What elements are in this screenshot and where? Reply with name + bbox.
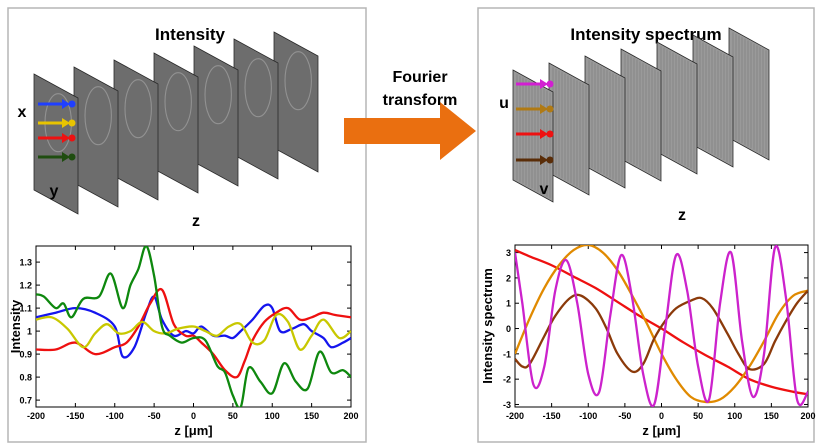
intensity-slice-feature (204, 65, 232, 125)
y-axis-label: Intensity spectrum (480, 268, 495, 384)
spectrum-arrow-dot (546, 156, 554, 164)
axis-u-label: u (499, 95, 509, 112)
x-tick-label: -100 (579, 411, 597, 421)
intensity-arrow-dot (68, 153, 76, 161)
y-tick-label: 1.3 (19, 258, 32, 268)
x-tick-label: 50 (228, 411, 238, 421)
x-tick-label: 0 (659, 411, 664, 421)
y-tick-label: 1 (506, 299, 511, 309)
y-tick-label: 0.8 (19, 373, 32, 383)
x-tick-label: -50 (618, 411, 631, 421)
intensity-slice-feature (244, 58, 272, 118)
intensity-chart: -200 -150 -100 -50 0 50 100 150 200 0.7 0.8 0.9 1 1.1… (8, 245, 359, 438)
intensity-slice-feature (284, 51, 312, 111)
spectrum-chart: -200 -150 -100 -50 0 50 100 150 200 -3 -2 -1 0 1 2 3 z [… (480, 244, 816, 438)
spectrum-sample-arrows (516, 79, 554, 165)
x-tick-label: -150 (66, 411, 84, 421)
intensity-arrow-dot (68, 134, 76, 142)
intensity-arrow-head (62, 118, 70, 128)
x-tick-label: 0 (191, 411, 196, 421)
intensity-sample-arrows (38, 99, 76, 162)
intensity-slice (33, 73, 79, 215)
intensity-arrow-head (62, 133, 70, 143)
x-tick-label: 50 (693, 411, 703, 421)
spectrum-arrow-dot (546, 105, 554, 113)
intensity-slice (193, 45, 239, 187)
axis-v-label: v (540, 181, 549, 198)
spectrum-arrow-head (540, 155, 548, 165)
intensity-slice (113, 59, 159, 201)
intensity-slice-stack (33, 31, 319, 215)
x-tick-label: -50 (148, 411, 161, 421)
x-tick-label: 100 (265, 411, 280, 421)
spectrum-arrow-dot (546, 130, 554, 138)
series-line-4 (515, 245, 808, 407)
fourier-label-line2: transform (383, 92, 458, 109)
y-tick-label: 3 (506, 248, 511, 258)
intensity-slice-feature (84, 86, 112, 146)
axis-z-label-left: z (192, 213, 200, 230)
x-axis-label: z [μm] (174, 423, 212, 438)
intensity-arrow-dot (68, 119, 76, 127)
left-panel-title: Intensity (155, 25, 225, 44)
y-tick-label: -2 (503, 375, 511, 385)
y-tick-label: -3 (503, 400, 511, 410)
y-tick-label: 0.9 (19, 350, 32, 360)
x-tick-label: 150 (764, 411, 779, 421)
spectrum-slice-stack (512, 27, 770, 203)
spectrum-arrow-head (540, 129, 548, 139)
y-tick-label: -1 (503, 349, 511, 359)
x-tick-label: 100 (727, 411, 742, 421)
intensity-arrow-dot (68, 100, 76, 108)
right-panel-title: Intensity spectrum (570, 25, 721, 44)
x-tick-label: -200 (27, 411, 45, 421)
x-tick-label: -150 (543, 411, 561, 421)
series-line-4 (36, 246, 351, 407)
fourier-label-line1: Fourier (392, 69, 447, 86)
y-tick-label: 1.1 (19, 304, 32, 314)
y-axis-label: Intensity (8, 299, 23, 353)
intensity-slice (153, 52, 199, 194)
series-line-2 (36, 287, 351, 379)
y-tick-label: 1 (27, 327, 32, 337)
y-tick-label: 0 (506, 324, 511, 334)
intensity-arrow-head (62, 99, 70, 109)
intensity-slice-feature (124, 79, 152, 139)
x-axis-label: z [μm] (642, 423, 680, 438)
y-tick-label: 2 (506, 273, 511, 283)
intensity-slice (73, 66, 119, 208)
x-tick-label: 150 (304, 411, 319, 421)
intensity-arrow-head (62, 152, 70, 162)
x-tick-label: -200 (506, 411, 524, 421)
series-line-3 (36, 312, 351, 351)
y-tick-label: 1.2 (19, 281, 32, 291)
spectrum-arrow-dot (546, 80, 554, 88)
axis-x-label: x (18, 104, 27, 121)
series-line-1 (515, 249, 808, 396)
spectrum-arrow-head (540, 104, 548, 114)
intensity-slice-feature (164, 72, 192, 132)
spectrum-arrow-head (540, 79, 548, 89)
x-tick-label: 200 (343, 411, 358, 421)
fourier-transform-arrow (344, 102, 476, 160)
x-tick-label: 200 (800, 411, 815, 421)
axis-y-label: y (50, 183, 59, 200)
axis-z-label-right: z (678, 207, 686, 224)
y-tick-label: 0.7 (19, 396, 32, 406)
intensity-slice (233, 38, 279, 180)
intensity-slice (273, 31, 319, 173)
x-tick-label: -100 (106, 411, 124, 421)
